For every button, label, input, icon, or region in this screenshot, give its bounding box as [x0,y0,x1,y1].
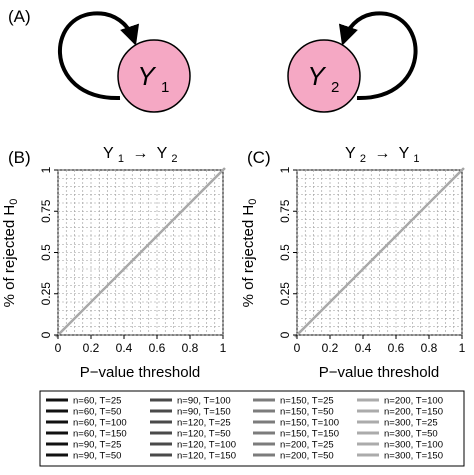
y-tick-label: 0.25 [278,282,292,306]
legend-box [39,390,465,467]
legend-item-label: n=60, T=100 [73,418,127,429]
y-axis-b: 0 0.25 0.5 0.75 1 [39,166,58,338]
x-tick-label: 0.2 [322,341,339,355]
x-tick-label: 0.2 [83,341,100,355]
panel-c: (C) Y 2 → Y 1 0 0.2 0.4 0.6 0.8 1 0 0.25 0.5 0.7… [240,145,466,381]
y-tick-label: 1 [39,166,53,173]
legend-item-label: n=120, T=100 [177,440,236,451]
y-tick-label: 0.75 [39,199,53,223]
x-tick-label: 0.6 [388,341,405,355]
legend-item-label: n=120, T=50 [177,429,231,440]
y-tick-label: 0.25 [39,282,53,306]
legend-item-label: n=90, T=25 [73,440,121,451]
y-axis-label-b: % of rejected H0 [1,199,20,308]
y-tick-label: 0.5 [278,244,292,261]
x-axis-label-b: P−value threshold [80,364,201,381]
panel-c-title: Y 2 → Y 1 [345,145,420,166]
legend-item-label: n=150, T=150 [280,429,339,440]
y-axis-c: 0 0.25 0.5 0.75 1 [278,166,297,338]
x-tick-label: 0.4 [116,341,133,355]
self-loop-arrow-y1 [58,11,140,101]
y-tick-label: 0.5 [39,244,53,261]
x-tick-label: 1 [459,341,466,355]
grid-b [57,169,224,336]
legend-item-label: n=200, T=50 [280,451,334,462]
y-axis-label-c: % of rejected H0 [240,199,259,308]
x-tick-label: 0.6 [149,341,166,355]
series-line-c-23 [297,167,465,335]
legend-item-label: n=150, T=100 [280,418,339,429]
self-loop-arrow-y2 [338,11,418,101]
legend-item-label: n=90, T=150 [177,407,231,418]
panel-b-label: (B) [8,148,31,167]
node-y1-subscript: 1 [161,79,169,96]
curves-c [294,167,465,338]
x-tick-label: 0 [294,341,301,355]
grid-c [296,169,463,336]
legend-item-label: n=150, T=25 [280,396,334,407]
y-tick-label: 0.75 [278,199,292,223]
legend-item-label: n=90, T=100 [177,396,231,407]
legend-item-label: n=60, T=50 [73,407,121,418]
legend-item-label: n=300, T=100 [384,440,443,451]
legend-item-label: n=300, T=50 [384,429,438,440]
series-line-b-23 [58,167,226,335]
legend-item-label: n=120, T=25 [177,418,231,429]
legend-item-label: n=90, T=50 [73,451,121,462]
legend-item-label: n=150, T=50 [280,407,334,418]
x-tick-label: 0 [55,341,62,355]
node-y2-label: Y [307,61,326,91]
panel-b: (B) Y 1 → Y 2 0 0.2 0.4 0.6 0.8 1 0 0.25 0.5 0.7… [1,145,227,381]
x-tick-label: 0.4 [355,341,372,355]
panel-b-title: Y 1 → Y 2 [103,145,178,166]
curves-b [55,167,226,338]
x-axis-label-c: P−value threshold [319,364,440,381]
node-y1 [117,39,191,113]
x-tick-label: 0.8 [182,341,199,355]
panel-a: (A) Y 1 Y 2 [8,7,418,113]
node-y1-label: Y [137,61,156,91]
node-y2-subscript: 2 [331,79,339,96]
panel-a-label: (A) [8,7,31,26]
x-axis-c: 0 0.2 0.4 0.6 0.8 1 [294,335,466,355]
legend-item-label: n=200, T=150 [384,407,443,418]
panel-c-label: (C) [247,148,271,167]
legend-item-label: n=60, T=25 [73,396,121,407]
legend-item-label: n=200, T=100 [384,396,443,407]
legend-item-label: n=120, T=150 [177,451,236,462]
y-tick-label: 0 [39,331,53,338]
x-tick-label: 0.8 [421,341,438,355]
legend-item-label: n=300, T=150 [384,451,443,462]
y-tick-label: 1 [278,166,292,173]
x-tick-label: 1 [220,341,227,355]
node-y2 [287,39,361,113]
legend-item-label: n=300, T=25 [384,418,438,429]
legend-item-label: n=200, T=25 [280,440,334,451]
legend-item-label: n=60, T=150 [73,429,127,440]
y-tick-label: 0 [278,331,292,338]
x-axis-b: 0 0.2 0.4 0.6 0.8 1 [55,335,227,355]
